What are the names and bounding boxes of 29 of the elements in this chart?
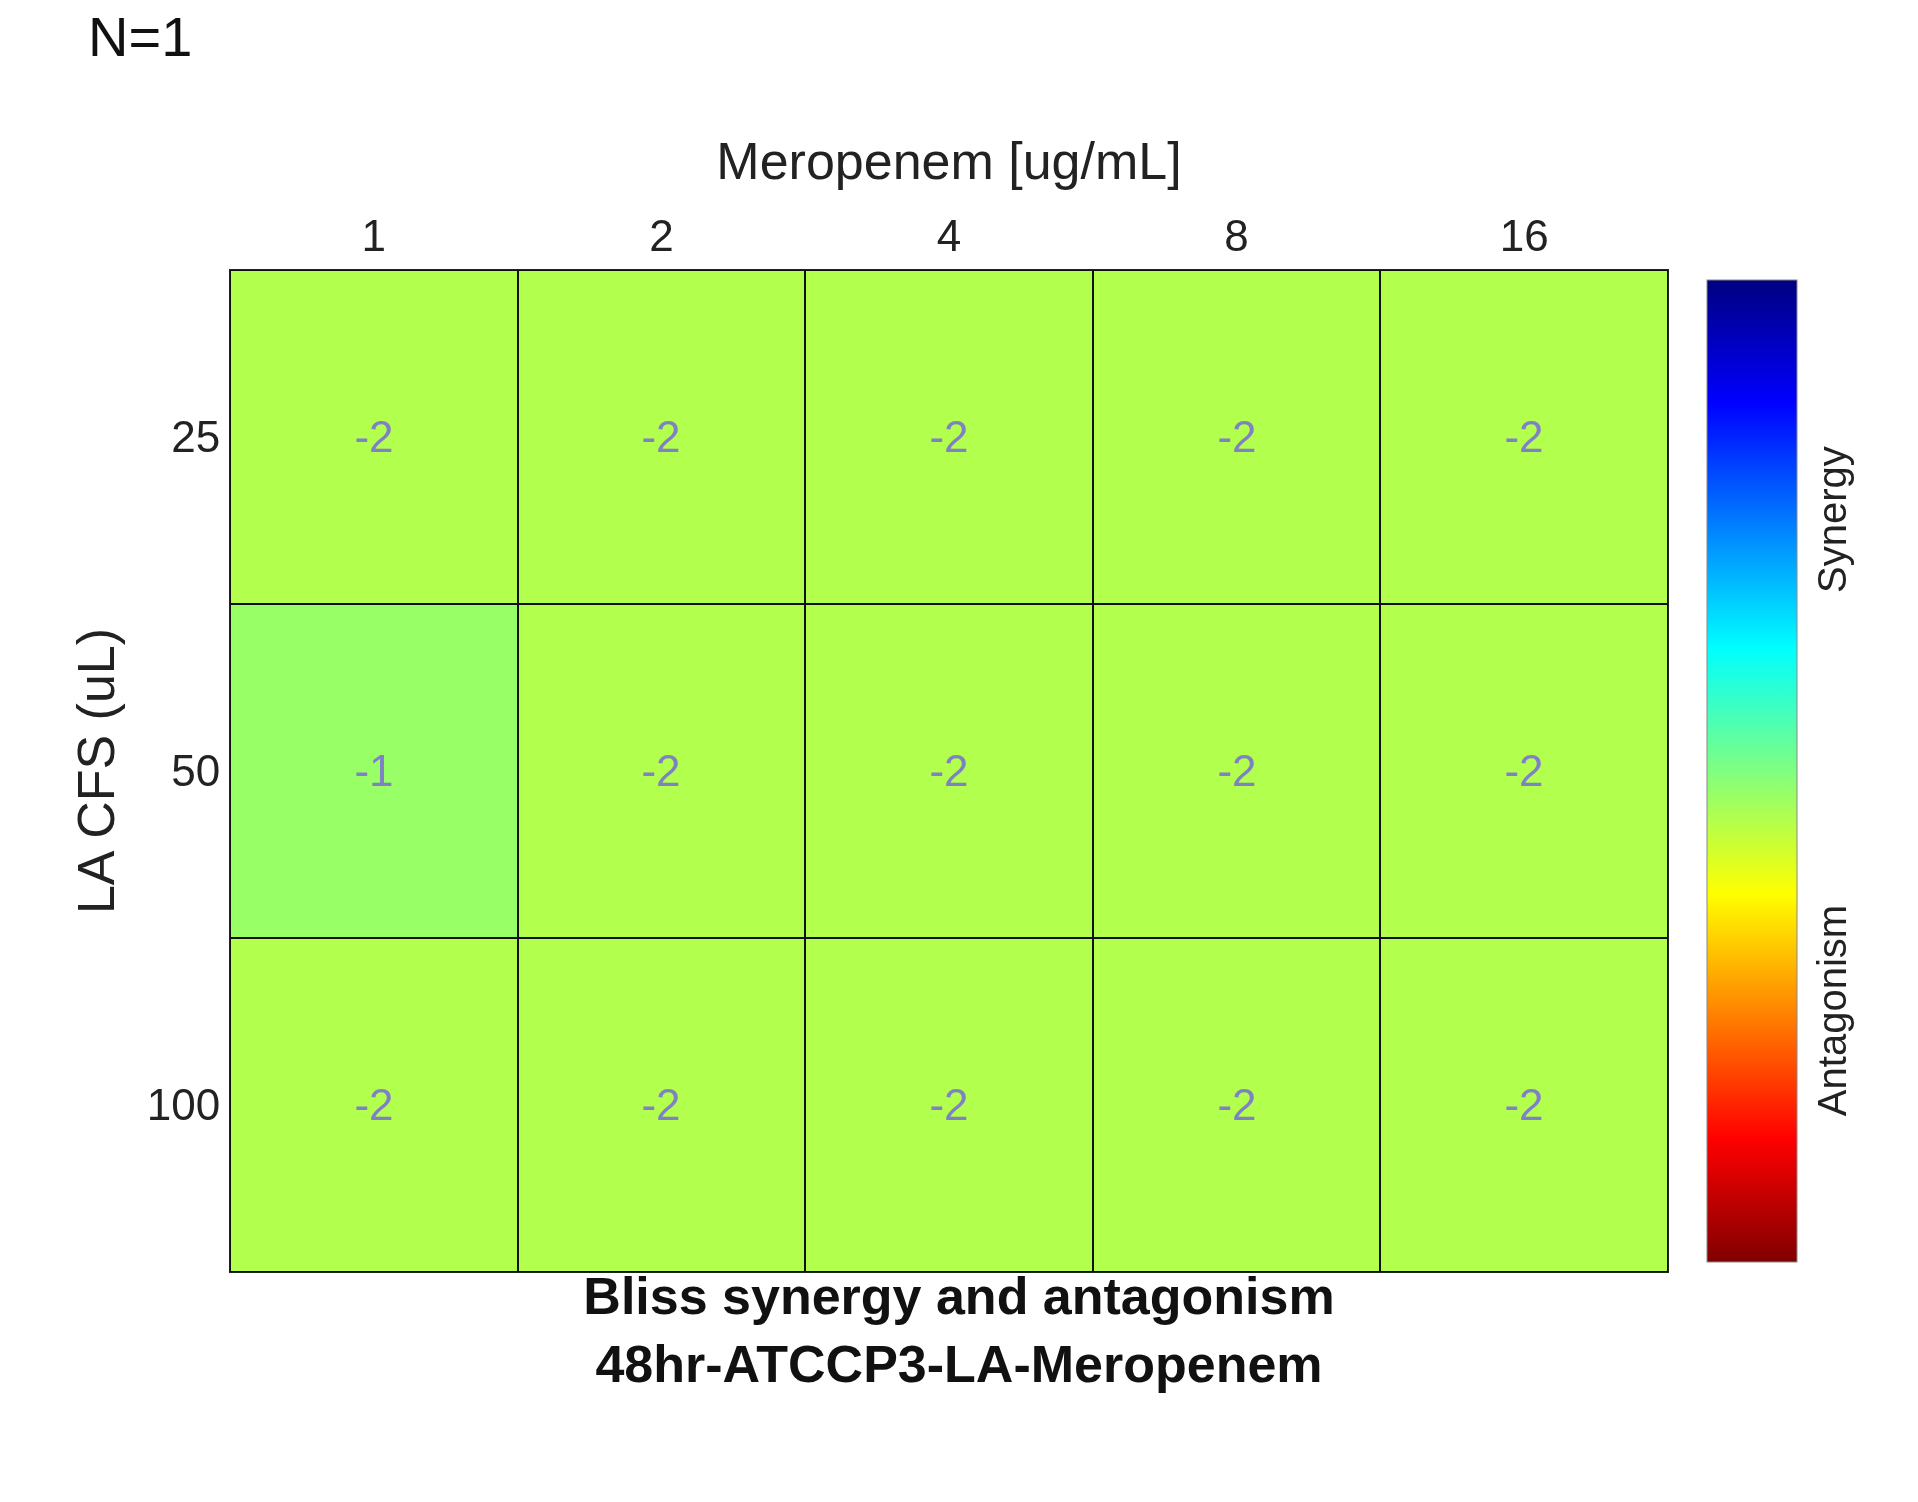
data-label: -2 [1504,746,1544,796]
data-label: -1 [354,746,394,796]
y-tick-label: 100 [146,1080,221,1130]
y-tick-label: 25 [171,412,221,462]
data-label: -2 [354,1080,394,1130]
y-axis-title: LA CFS (uL) [67,627,126,915]
text: N=1 [88,5,193,68]
data-label: -2 [929,1080,969,1130]
color-bar-label: Antagonism [1810,904,1854,1117]
x-tick-label: 8 [1224,211,1249,261]
data-label: -2 [1217,1080,1257,1130]
data-label: -2 [1217,746,1257,796]
data-label: -2 [641,412,681,462]
y-tick-label: 50 [171,746,221,796]
x-tick-label: 16 [1499,211,1549,261]
color-bar-label: Synergy [1810,446,1854,593]
data-label: -2 [1504,1080,1544,1130]
data-label: -2 [1504,412,1544,462]
data-label: -2 [641,746,681,796]
x-tick-label: 2 [649,211,674,261]
x-tick-label: 4 [936,211,962,261]
text: Bliss synergy and antagonism 48hr-ATCCP3-LA-Meropenem [583,1267,1335,1393]
x-axis-title: Meropenem [ug/mL] [716,131,1182,190]
data-label: -2 [1217,412,1257,462]
data-label: -2 [641,1080,681,1130]
x-tick-label: 1 [361,211,387,261]
data-label: -2 [354,412,394,462]
data-label: -2 [929,412,969,462]
data-label: -2 [929,746,969,796]
